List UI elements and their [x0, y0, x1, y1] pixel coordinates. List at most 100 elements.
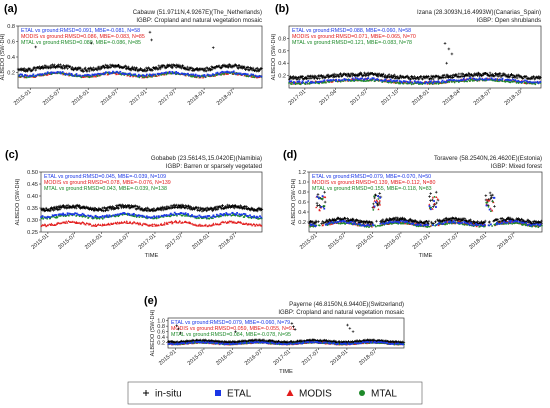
in-situ-point	[508, 216, 512, 220]
mtal-point	[511, 80, 514, 83]
x-axis-label: TIME	[279, 369, 293, 375]
etal-point	[441, 223, 444, 225]
in-situ-point	[62, 63, 65, 67]
etal-point	[227, 213, 230, 216]
etal-point	[367, 223, 369, 226]
etal-point	[168, 214, 170, 217]
etal-point	[465, 222, 468, 225]
mtal-point	[486, 201, 489, 204]
etal-point	[187, 213, 189, 215]
modis-point	[67, 219, 70, 222]
etal-point	[379, 79, 382, 82]
modis-point	[145, 223, 149, 226]
etal-point	[31, 75, 33, 77]
modis-point	[222, 221, 225, 224]
etal-point	[318, 197, 320, 200]
etal-point	[229, 71, 231, 74]
in-situ-point	[455, 73, 458, 77]
etal-point	[234, 72, 237, 75]
in-situ-point	[20, 67, 23, 71]
etal-point	[402, 80, 405, 83]
chart-subtitle: IGBP: Cropland and natural vegetation mo…	[278, 309, 404, 316]
etal-point	[372, 224, 375, 227]
in-situ-point	[316, 193, 320, 196]
mtal-point	[198, 217, 200, 220]
etal-point	[532, 223, 535, 226]
etal-point	[400, 81, 403, 84]
in-situ-point	[58, 204, 62, 208]
mtal-point	[405, 82, 408, 85]
in-situ-point	[38, 65, 41, 68]
etal-point	[402, 220, 404, 223]
in-situ-point	[211, 46, 215, 49]
in-situ-point	[148, 30, 152, 34]
in-situ-point	[486, 72, 489, 76]
modis-point	[152, 74, 155, 77]
in-situ-point	[503, 73, 507, 76]
etal-point	[530, 224, 533, 227]
stats-line: MODIS vs ground:RMSD=0.086, MBE=-0.083, …	[21, 34, 145, 40]
in-situ-point	[413, 75, 416, 78]
mtal-point	[181, 214, 184, 217]
x-tick-label: 2018-01	[187, 89, 207, 107]
etal-point	[539, 223, 542, 226]
chart-panel: (b) Izana (28.3093N,16.4993W)(Canarias_Sp…	[271, 3, 542, 107]
in-situ-point	[431, 205, 435, 209]
mtal-point	[290, 83, 293, 86]
etal-point	[187, 214, 190, 217]
etal-point	[171, 213, 174, 216]
etal-point	[409, 80, 412, 82]
etal-point	[461, 221, 463, 224]
etal-point	[384, 222, 386, 225]
modis-point	[189, 222, 192, 225]
in-situ-point	[158, 67, 162, 71]
in-situ-point	[451, 76, 455, 80]
mtal-point	[457, 81, 460, 84]
y-tick-label: 1.2	[298, 170, 306, 176]
etal-point	[52, 214, 55, 217]
etal-point	[446, 79, 449, 82]
etal-point	[413, 80, 416, 83]
modis-point	[125, 221, 128, 224]
etal-point	[525, 80, 528, 83]
etal-point	[214, 215, 217, 218]
etal-point	[117, 72, 120, 75]
mtal-point	[75, 214, 78, 217]
in-situ-point	[421, 77, 424, 81]
modis-point	[373, 199, 376, 202]
etal-point	[156, 72, 159, 75]
etal-point	[425, 81, 427, 83]
etal-point	[51, 214, 54, 217]
etal-point	[217, 214, 220, 217]
etal-point	[246, 73, 249, 76]
mtal-point	[216, 74, 218, 76]
etal-point	[184, 212, 187, 215]
modis-point	[97, 223, 100, 226]
y-axis-label: ALBEDO (SW-DH)	[150, 309, 156, 356]
etal-point	[163, 71, 166, 74]
modis-point	[84, 223, 87, 226]
in-situ-point	[165, 66, 168, 69]
etal-point	[35, 74, 37, 77]
modis-point	[154, 224, 157, 227]
etal-point	[145, 73, 148, 76]
etal-point	[457, 221, 460, 224]
in-situ-point	[133, 66, 136, 69]
chart-panel: (e) Payerne (46.8150N,6.9440E)(Switzerlan…	[144, 295, 406, 375]
y-tick-label: 1.0	[157, 319, 165, 325]
etal-point	[490, 77, 493, 80]
etal-point	[420, 224, 422, 227]
in-situ-point	[178, 66, 182, 69]
etal-point	[381, 79, 384, 82]
in-situ-point	[336, 73, 340, 77]
y-tick-label: 0.6	[298, 200, 306, 206]
etal-point	[327, 222, 330, 225]
etal-point	[101, 215, 104, 217]
etal-point	[227, 71, 230, 74]
etal-point	[240, 213, 243, 216]
in-situ-point	[457, 72, 461, 76]
mtal-point	[288, 82, 290, 84]
etal-point	[373, 205, 376, 208]
y-tick-label: 0.25	[27, 230, 38, 236]
etal-point	[234, 213, 236, 215]
